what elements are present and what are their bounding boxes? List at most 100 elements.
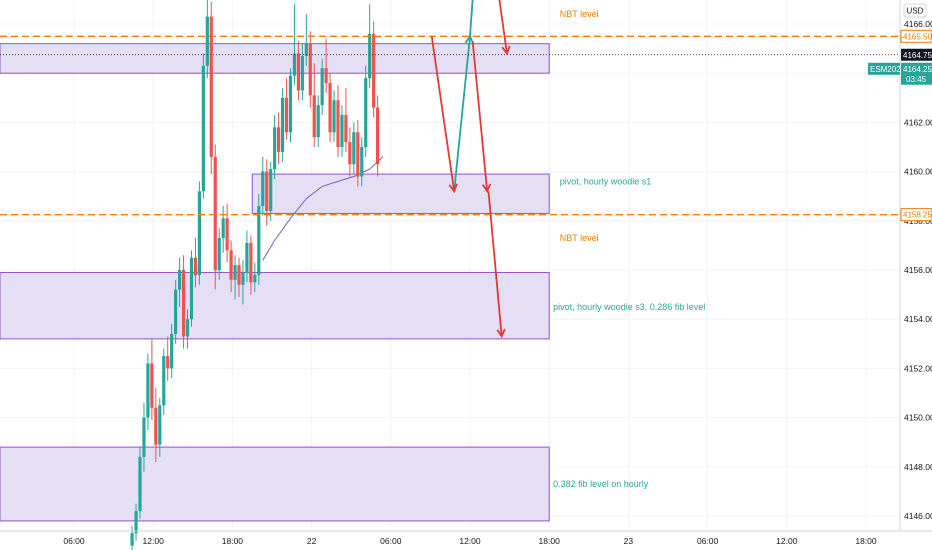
candle-body xyxy=(288,75,293,133)
candle-body xyxy=(277,127,281,152)
candle-body xyxy=(209,16,213,157)
candle-body xyxy=(324,68,328,84)
candle-body xyxy=(356,132,360,177)
candle xyxy=(225,203,229,263)
candle xyxy=(332,90,336,143)
candle xyxy=(328,73,332,143)
candle xyxy=(296,41,300,101)
candle xyxy=(134,503,138,541)
candle xyxy=(257,193,261,285)
candle xyxy=(162,348,166,416)
candle xyxy=(360,137,364,187)
y-tick-label: 4162.00 xyxy=(904,117,932,127)
last-price-tag: 4164.75 xyxy=(901,48,932,61)
y-tick-label: 4154.00 xyxy=(904,314,932,324)
currency-label: USD xyxy=(907,7,924,16)
arrow-up-shaft xyxy=(453,36,471,192)
candle xyxy=(280,87,285,162)
candle xyxy=(189,250,194,327)
candle-body xyxy=(312,95,316,138)
arrow-down-head xyxy=(448,183,458,194)
candle-body xyxy=(284,97,289,133)
candle-body xyxy=(269,169,273,211)
candle-body xyxy=(225,218,229,251)
x-tick-label: 23 xyxy=(624,536,634,546)
candle-body xyxy=(154,407,158,445)
arrow-down-head xyxy=(501,45,511,56)
candle-body xyxy=(376,107,380,165)
level-label: NBT level xyxy=(560,9,599,19)
candle xyxy=(376,95,380,177)
x-tick-label: 12:00 xyxy=(776,536,798,546)
candle-body xyxy=(328,83,332,133)
candle-body xyxy=(296,53,300,91)
candle xyxy=(150,338,154,421)
y-tick-label: 4150.00 xyxy=(904,413,932,423)
candle xyxy=(249,235,253,295)
candle-body xyxy=(237,265,241,285)
y-tick-label: 4166.00 xyxy=(904,19,932,29)
candle xyxy=(237,257,241,298)
candle-body xyxy=(146,363,150,418)
candle-body xyxy=(166,356,170,369)
last-price-box xyxy=(901,48,932,61)
zone-rect xyxy=(0,271,550,340)
candle xyxy=(217,228,221,280)
candle-body xyxy=(308,43,312,96)
candle-body xyxy=(178,270,182,290)
time-axis[interactable]: 06:00 12:00 18:00 22 06:00 12:00 18:00 23 06:00 1… xyxy=(63,536,932,546)
arrow-down-shaft xyxy=(487,191,503,337)
candle xyxy=(154,388,158,462)
candle xyxy=(166,336,170,381)
x-tick-label: 06:00 xyxy=(697,536,719,546)
x-tick-label: 12:00 xyxy=(459,536,481,546)
candle xyxy=(245,230,249,283)
x-tick-label: 18:00 xyxy=(539,536,561,546)
candle-body xyxy=(292,53,297,76)
candle xyxy=(193,238,198,288)
arrow-down-head xyxy=(481,183,492,194)
candle-body xyxy=(221,218,225,239)
level-tag-box xyxy=(900,208,932,222)
candle-body xyxy=(241,272,245,285)
arrow-down xyxy=(498,0,511,56)
candle xyxy=(288,68,293,143)
candle xyxy=(356,119,360,187)
level-tag-text: 4165.50 xyxy=(903,32,932,41)
candle-body xyxy=(189,257,194,320)
symbol-price-text: 4164.25 xyxy=(903,65,932,74)
currency-badge[interactable]: USD xyxy=(903,3,927,18)
candle xyxy=(146,353,150,430)
candle xyxy=(221,206,225,253)
candle-body xyxy=(193,257,198,275)
candle xyxy=(201,53,205,199)
level-tag-text: 4158.25 xyxy=(903,211,932,220)
candle-body xyxy=(174,289,178,334)
y-tick-label: 4156.00 xyxy=(904,265,932,275)
candle xyxy=(372,21,376,118)
moving-average xyxy=(262,156,384,261)
level-tag: 4165.50 xyxy=(900,29,932,43)
candle xyxy=(344,87,348,152)
candle xyxy=(197,181,201,285)
candle-body xyxy=(368,33,372,79)
y-tick-label: 4146.00 xyxy=(904,511,932,521)
candle-body xyxy=(372,33,376,108)
candle xyxy=(205,0,209,79)
candle xyxy=(209,1,213,175)
candle-body xyxy=(142,417,146,457)
candle-body xyxy=(261,171,265,207)
candle-body xyxy=(217,238,221,270)
arrow-down xyxy=(471,41,492,194)
candle-body xyxy=(352,132,356,165)
x-tick-label: 22 xyxy=(307,536,317,546)
candle-body xyxy=(340,115,344,147)
candle-body xyxy=(300,55,304,91)
candle xyxy=(138,447,142,519)
arrow-up xyxy=(469,0,474,37)
x-tick-label: 06:00 xyxy=(380,536,402,546)
candle xyxy=(174,279,178,344)
